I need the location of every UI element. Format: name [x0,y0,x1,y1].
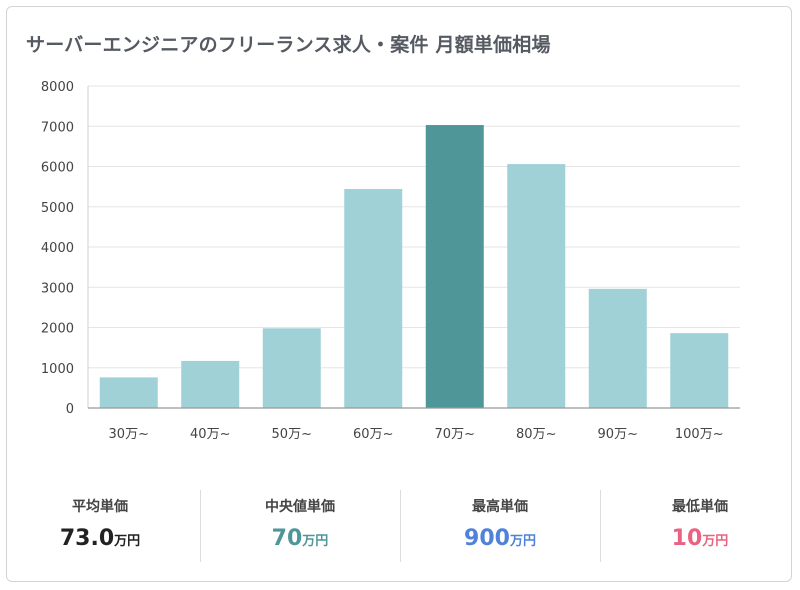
stat-max-label: 最高単価 [472,499,528,515]
stat-min-number: 10 [671,526,703,551]
y-tick-label: 0 [66,402,74,417]
y-tick-label: 6000 [41,161,74,176]
bar [507,164,566,408]
stat-average-label: 平均単価 [72,499,128,515]
stat-average-value: 73.0万円 [0,526,200,551]
x-tick-label: 60万~ [353,427,393,442]
x-tick-label: 80万~ [516,427,556,442]
stat-max-number: 900 [464,526,510,551]
y-tick-label: 7000 [41,120,74,135]
stat-min-value: 10万円 [600,526,800,551]
y-tick-label: 4000 [41,241,74,256]
stats-row: 平均単価 73.0万円 中央値単価 70万円 最高単価 900万円 最低単価 1… [0,490,800,564]
stat-min-label: 最低単価 [672,499,728,515]
stat-average-unit: 万円 [114,534,141,549]
stat-median-label: 中央値単価 [265,499,335,515]
bar [670,333,729,408]
stat-divider [200,490,201,562]
stat-min-unit: 万円 [702,534,729,549]
bar [344,189,403,408]
stat-median-value: 70万円 [200,526,400,551]
stat-divider [600,490,601,562]
stat-median-unit: 万円 [302,534,329,549]
bar [588,288,647,408]
stat-max-value: 900万円 [400,526,600,551]
x-tick-label: 30万~ [109,427,149,442]
y-tick-label: 1000 [41,362,74,377]
bar [99,377,158,408]
y-tick-label: 3000 [41,281,74,296]
bar [425,125,484,408]
stat-max: 最高単価 900万円 [400,490,600,564]
bar-chart: 0 1000 2000 3000 4000 5000 6000 7000 8000 30万~ 40万… [41,80,740,442]
bar [262,328,321,408]
y-tick-label: 8000 [41,80,74,95]
x-tick-label: 40万~ [190,427,230,442]
stat-min: 最低単価 10万円 [600,490,800,564]
x-tick-label: 100万~ [675,427,724,442]
bar [181,360,240,408]
stat-median: 中央値単価 70万円 [200,490,400,564]
stat-median-number: 70 [271,526,303,551]
x-tick-label: 90万~ [598,427,638,442]
stat-divider [400,490,401,562]
x-tick-label: 50万~ [272,427,312,442]
chart-title: サーバーエンジニアのフリーランス求人・案件 月額単価相場 [26,34,551,56]
x-tick-label: 70万~ [435,427,475,442]
y-tick-label: 2000 [41,322,74,337]
y-tick-label: 5000 [41,201,74,216]
stat-average: 平均単価 73.0万円 [0,490,200,564]
stat-average-number: 73.0 [59,526,115,551]
stat-max-unit: 万円 [509,534,536,549]
